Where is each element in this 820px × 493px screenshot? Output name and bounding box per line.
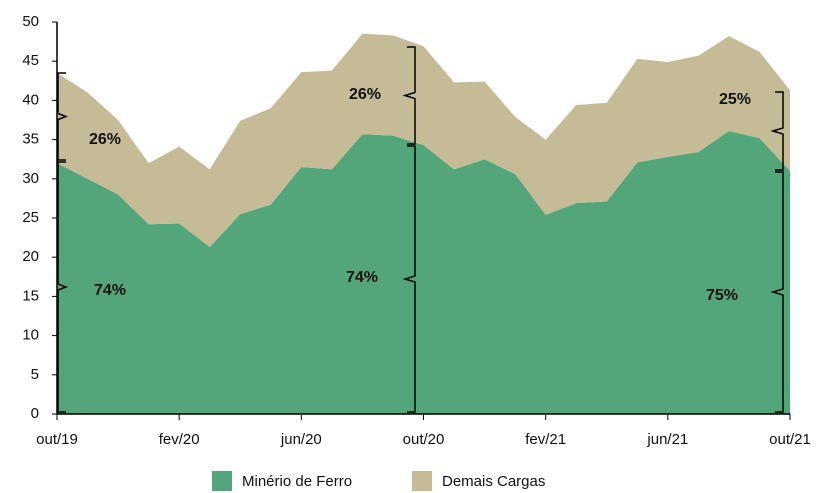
y-tick-label: 20: [22, 248, 39, 265]
y-tick-label: 30: [22, 170, 39, 187]
annotation: 74%: [346, 269, 378, 286]
legend-swatch: [412, 471, 432, 491]
brace: [402, 46, 416, 145]
brace: [770, 91, 784, 171]
y-tick-label: 5: [31, 366, 39, 383]
legend-swatch: [212, 471, 232, 491]
annotation: 74%: [94, 282, 126, 299]
x-tick-label: fev/20: [159, 431, 200, 448]
area: [57, 33, 790, 248]
y-tick-label: 15: [22, 287, 39, 304]
y-tick-label: 40: [22, 91, 39, 108]
legend-label: Minério de Ferro: [242, 473, 352, 490]
y-tick-label: 10: [22, 327, 39, 344]
brace: [57, 161, 69, 413]
y-tick-label: 0: [31, 405, 39, 422]
plot-area: [57, 33, 790, 414]
brace: [57, 72, 69, 161]
x-tick-label: out/21: [769, 431, 811, 448]
y-tick-label: 25: [22, 209, 39, 226]
annotation: 26%: [89, 131, 121, 148]
overlay: 0 5 10 15 20 25 30 35 40 45 50 out/19 fev/20 jun/20 ou…: [22, 13, 811, 491]
annotation: 75%: [706, 287, 738, 304]
y-tick-label: 50: [22, 13, 39, 30]
x-tick-label: out/19: [36, 431, 78, 448]
brace: [770, 171, 784, 413]
x-tick-label: jun/20: [280, 431, 322, 448]
legend-label: Demais Cargas: [442, 473, 545, 490]
y-tick-label: 45: [22, 52, 39, 69]
brace: [402, 145, 416, 413]
annotation: 25%: [719, 91, 751, 108]
x-tick-label: fev/21: [525, 431, 566, 448]
x-tick-label: jun/21: [646, 431, 688, 448]
area: [57, 130, 790, 414]
y-tick-label: 35: [22, 131, 39, 148]
x-tick-label: out/20: [403, 431, 445, 448]
annotation: 26%: [349, 86, 381, 103]
